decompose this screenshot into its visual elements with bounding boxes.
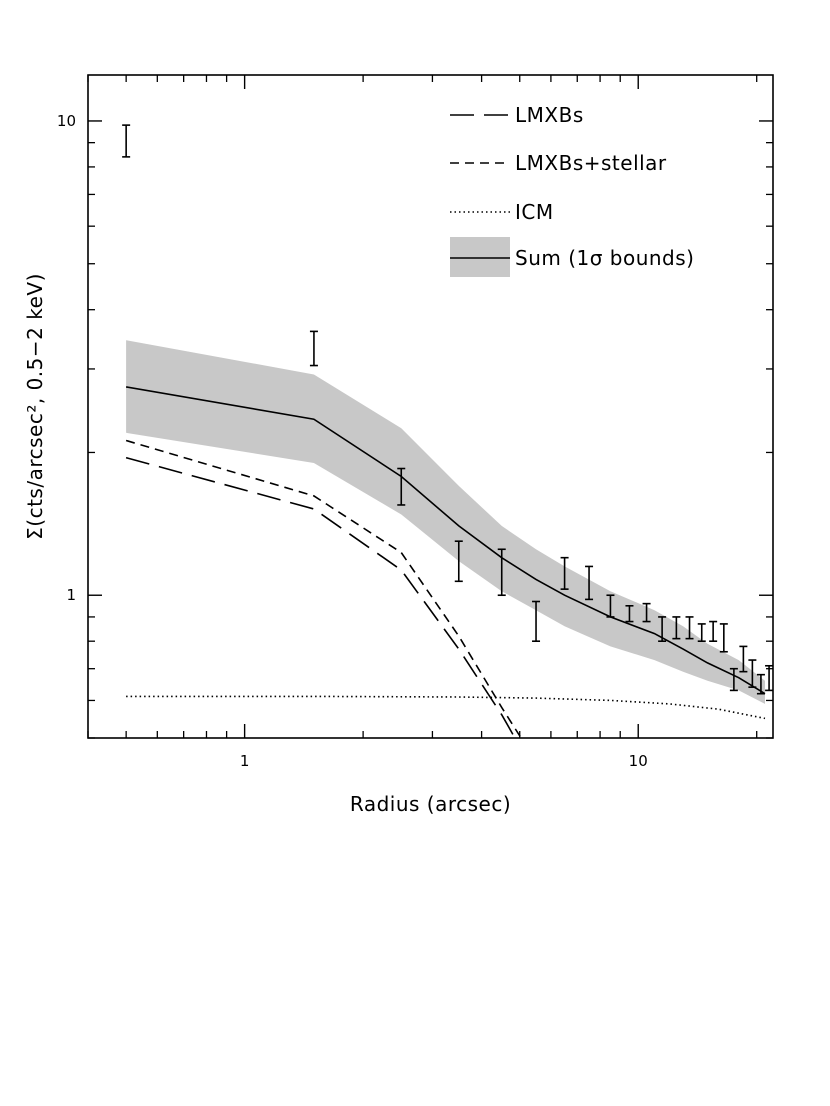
data-point-11 xyxy=(642,602,651,623)
x-tick-label: 10 xyxy=(629,752,648,770)
data-point-21 xyxy=(756,673,765,695)
data-point-18 xyxy=(729,667,738,692)
data-point-7 xyxy=(560,556,569,590)
data-point-3 xyxy=(397,467,406,506)
data-point-1 xyxy=(122,124,131,158)
series-line-lmxbs-stellar xyxy=(125,439,523,738)
legend-label: LMXBs xyxy=(515,103,584,127)
data-point-19 xyxy=(739,645,748,673)
x-axis-label: Radius (arcsec) xyxy=(350,792,511,816)
data-point-2 xyxy=(309,330,318,367)
data-point-17 xyxy=(719,623,728,653)
data-point-10 xyxy=(625,604,634,623)
data-point-12 xyxy=(658,616,667,642)
legend-label: Sum (1σ bounds) xyxy=(515,246,694,270)
legend-label: LMXBs+stellar xyxy=(515,151,667,175)
series-line-icm xyxy=(126,695,766,720)
sum-band-area xyxy=(126,340,766,704)
data-points xyxy=(122,124,774,695)
axes: 1 10 1 10 xyxy=(57,74,774,770)
y-tick-label: 10 xyxy=(57,112,76,130)
legend-item-1: LMXBs xyxy=(450,103,584,127)
legend-label: ICM xyxy=(515,200,554,224)
data-point-4 xyxy=(454,540,463,583)
series-line-lmxbs xyxy=(125,456,516,738)
x-tick-label: 1 xyxy=(240,752,250,770)
data-point-14 xyxy=(685,616,694,640)
data-point-15 xyxy=(697,623,706,642)
legend-item-3: ICM xyxy=(450,200,554,224)
data-point-16 xyxy=(709,620,718,642)
data-point-20 xyxy=(748,659,757,688)
legend-item-4: Sum (1σ bounds) xyxy=(450,237,694,277)
data-point-9 xyxy=(606,594,615,618)
legend-band-swatch xyxy=(450,237,510,277)
sum-confidence-band xyxy=(126,340,766,704)
data-point-22 xyxy=(765,664,774,692)
data-point-8 xyxy=(585,565,594,601)
data-point-13 xyxy=(672,616,681,640)
y-tick-label: 1 xyxy=(66,586,76,604)
legend: LMXBs LMXBs+stellar ICM Sum (1σ bounds) xyxy=(450,103,694,277)
legend-item-2: LMXBs+stellar xyxy=(450,151,667,175)
data-point-5 xyxy=(497,548,506,597)
y-axis-label: Σ(cts/arcsec², 0.5−2 keV) xyxy=(23,273,47,540)
plot-frame xyxy=(87,74,774,739)
data-point-6 xyxy=(532,600,541,642)
